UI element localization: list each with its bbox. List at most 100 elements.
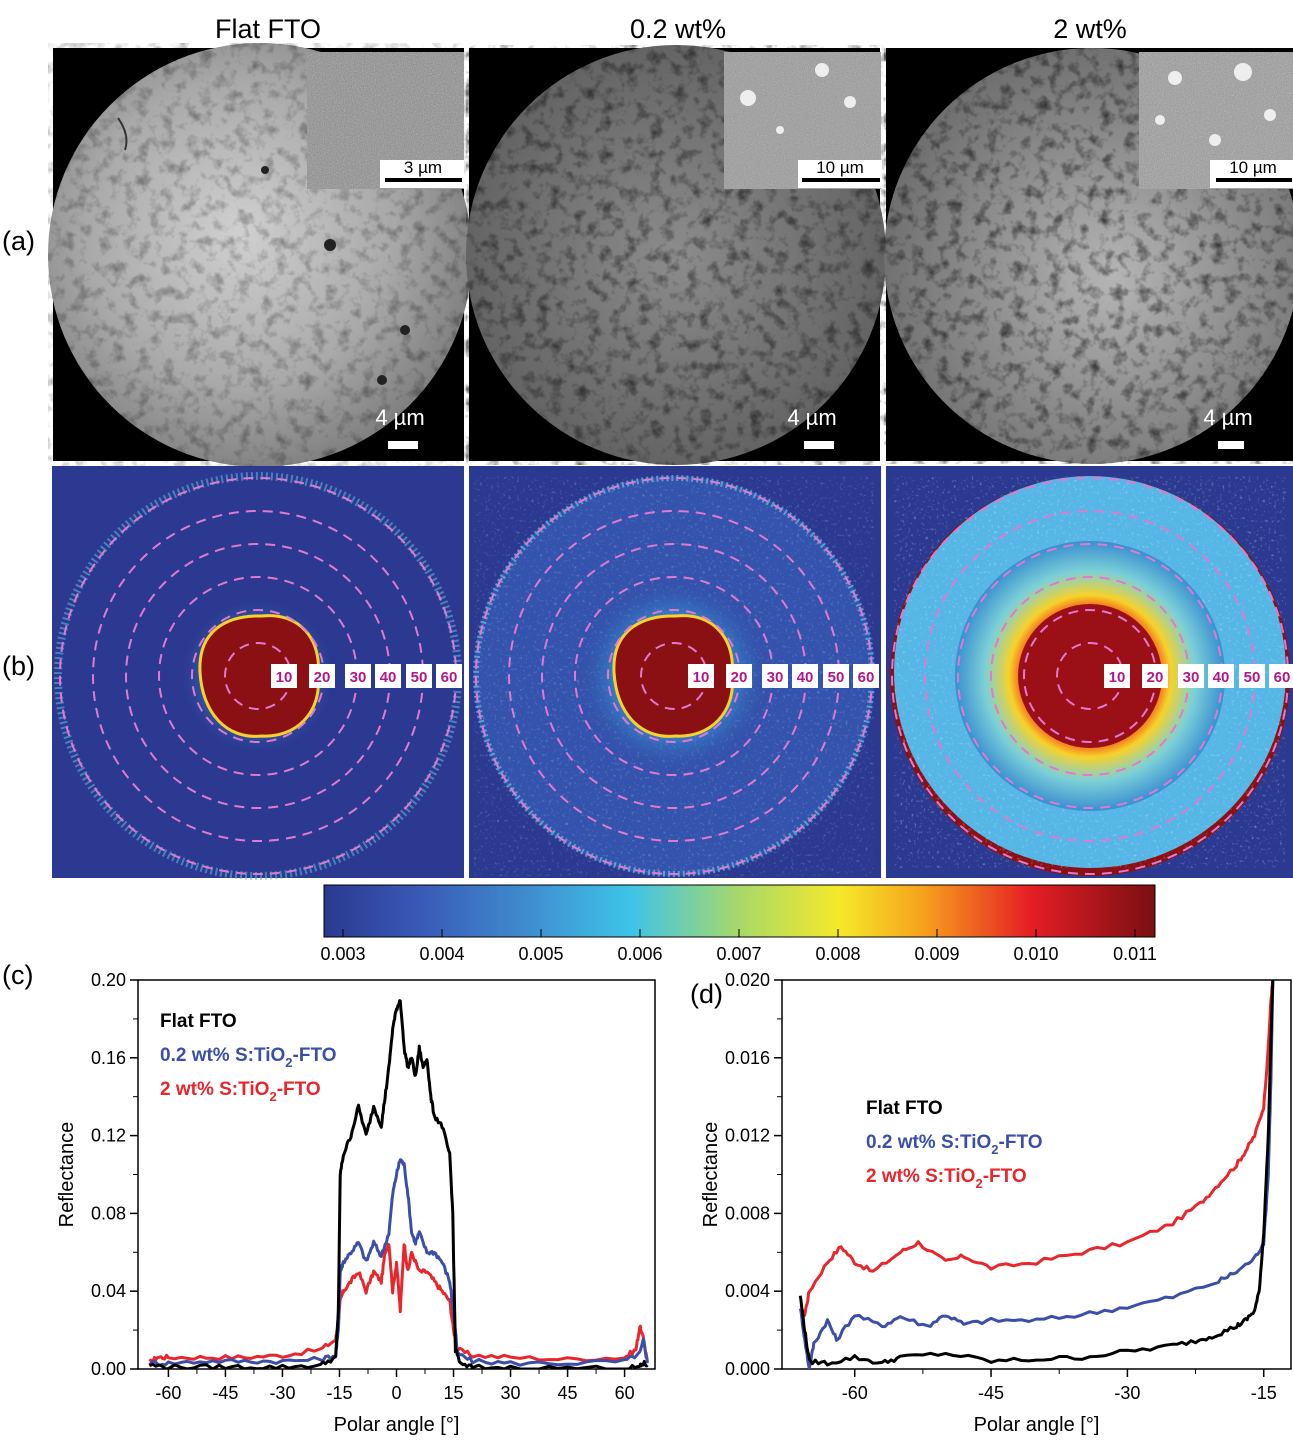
x-tick-label: 15 <box>444 1383 464 1403</box>
column-title-2wt: 2 wt% <box>1053 14 1127 44</box>
micrograph-02wt: 10 µm 4 µm <box>466 45 886 465</box>
reflectance-map-flat-fto: 10 20 30 40 50 60 <box>52 466 464 880</box>
colorbar-tick-label: 0.011 <box>1113 944 1157 964</box>
ring-label: 40 <box>380 669 397 686</box>
x-tick-label: 30 <box>501 1383 521 1403</box>
ring-label-box <box>406 664 432 688</box>
image-scale-02wt: 4 µm <box>787 405 836 430</box>
scale-bar-2wt <box>1218 441 1244 449</box>
ring-label-box <box>309 664 335 688</box>
legend-entry: 2 wt% S:TiO2-FTO <box>160 1079 321 1104</box>
y-tick-label: 0.004 <box>725 1281 770 1301</box>
ring-label: 10 <box>1109 669 1126 686</box>
series-line <box>798 980 1275 1369</box>
series-line <box>798 980 1275 1367</box>
ring-label: 10 <box>693 669 710 686</box>
y-tick-label: 0.04 <box>91 1281 126 1301</box>
ring-label: 20 <box>731 669 748 686</box>
ring-labels-02wt: 10 20 30 40 50 60 <box>688 664 879 688</box>
micrograph-flat-fto: 3 µm 4 µm <box>48 43 472 467</box>
colorbar-tick-label: 0.004 <box>419 944 464 964</box>
scale-bar-02wt <box>804 441 834 449</box>
ring-label-box <box>792 664 818 688</box>
panel-label-c: (c) <box>2 960 33 990</box>
y-tick-label: 0.20 <box>91 970 126 990</box>
plot-d-reflectance-zoom: -60 -45 -30 -15 0.000 0.004 0.008 0.012 0.016 0.0… <box>700 970 1292 1436</box>
image-scale-flat: 4 µm <box>375 405 424 430</box>
ring-label: 30 <box>767 669 784 686</box>
y-tick-label: 0.16 <box>91 1048 126 1068</box>
y-tick-label: 0.00 <box>91 1359 126 1379</box>
ring-label: 60 <box>1274 669 1291 686</box>
x-tick-label: -15 <box>326 1383 352 1403</box>
panel-label-a: (a) <box>2 226 35 256</box>
series-line <box>148 1243 649 1365</box>
x-tick-label: -45 <box>978 1383 1004 1403</box>
series-line <box>148 1158 649 1367</box>
series-group <box>798 980 1275 1369</box>
x-axis-label: Polar angle [°] <box>974 1414 1100 1436</box>
x-tick-label: 45 <box>558 1383 578 1403</box>
ring-label: 20 <box>1147 669 1164 686</box>
colorbar-tick-label: 0.005 <box>518 944 563 964</box>
x-tick-label: -45 <box>212 1383 238 1403</box>
plot-frame <box>781 979 1292 1370</box>
column-title-flat: Flat FTO <box>215 14 321 44</box>
ring-label-box <box>271 664 297 688</box>
ring-label-box <box>1104 664 1130 688</box>
legend-entry: 0.2 wt% S:TiO2-FTO <box>160 1045 337 1070</box>
y-tick-label: 0.000 <box>725 1359 770 1379</box>
reflectance-map-2wt: 10 20 30 40 50 60 <box>886 466 1293 878</box>
ring-label: 20 <box>314 669 331 686</box>
y-tick-label: 0.008 <box>725 1203 770 1223</box>
ring-label: 30 <box>350 669 367 686</box>
colorbar-tick-label: 0.010 <box>1013 944 1058 964</box>
micrograph-2wt: 10 µm 4 µm <box>884 48 1293 464</box>
legend-entry: Flat FTO <box>160 1011 237 1032</box>
ring-labels-2wt: 10 20 30 40 50 60 <box>1104 664 1293 688</box>
y-tick-label: 0.020 <box>725 970 770 990</box>
y-axis-label: Reflectance <box>56 1122 78 1228</box>
colorbar-tick-label: 0.009 <box>914 944 959 964</box>
inset-scale-02wt: 10 µm <box>816 158 864 177</box>
colorbar-ticks: 0.003 0.004 0.005 0.006 0.007 0.008 0.009 0.010… <box>320 929 1157 964</box>
ring-label-box <box>1239 664 1265 688</box>
ring-label-box <box>345 664 371 688</box>
colorbar-tick-label: 0.006 <box>617 944 662 964</box>
x-axis-label: Polar angle [°] <box>334 1414 460 1436</box>
y-tick-label: 0.08 <box>91 1203 126 1223</box>
ring-label-box <box>1208 664 1234 688</box>
ring-label-box <box>1178 664 1204 688</box>
series-line <box>148 999 649 1369</box>
scale-bar-flat <box>388 441 418 449</box>
ring-label-box <box>436 664 462 688</box>
ring-label-box <box>853 664 879 688</box>
ring-label: 50 <box>411 669 428 686</box>
ring-label: 60 <box>441 669 458 686</box>
colorbar: 0.003 0.004 0.005 0.006 0.007 0.008 0.009 0.010… <box>320 884 1157 964</box>
ring-label: 50 <box>1244 669 1261 686</box>
x-tick-label: -30 <box>1114 1383 1140 1403</box>
series-line <box>799 980 1275 1318</box>
ring-label-box <box>1269 664 1293 688</box>
column-title-02wt: 0.2 wt% <box>630 14 726 44</box>
colorbar-tick-label: 0.008 <box>815 944 860 964</box>
ring-label: 50 <box>828 669 845 686</box>
series-group <box>148 999 649 1369</box>
x-tick-label: -15 <box>1251 1383 1277 1403</box>
y-axis-label: Reflectance <box>700 1122 722 1228</box>
y-tick-label: 0.12 <box>91 1126 126 1146</box>
image-scale-2wt: 4 µm <box>1203 405 1252 430</box>
ring-label-box <box>726 664 752 688</box>
legend-entry: 2 wt% S:TiO2-FTO <box>866 1166 1027 1191</box>
x-tick-label: -30 <box>269 1383 295 1403</box>
colorbar-tick-label: 0.007 <box>716 944 761 964</box>
x-tick-label: -60 <box>842 1383 868 1403</box>
ring-label: 10 <box>276 669 293 686</box>
colorbar-tick-label: 0.003 <box>320 944 365 964</box>
inset-scale-flat: 3 µm <box>404 158 442 177</box>
plot-c-reflectance-full: -60 -45 -30 -15 0 15 30 45 60 0.00 0.04 0.08 0.12 0.1… <box>56 970 656 1436</box>
ring-label-box <box>688 664 714 688</box>
ring-label: 40 <box>1213 669 1230 686</box>
